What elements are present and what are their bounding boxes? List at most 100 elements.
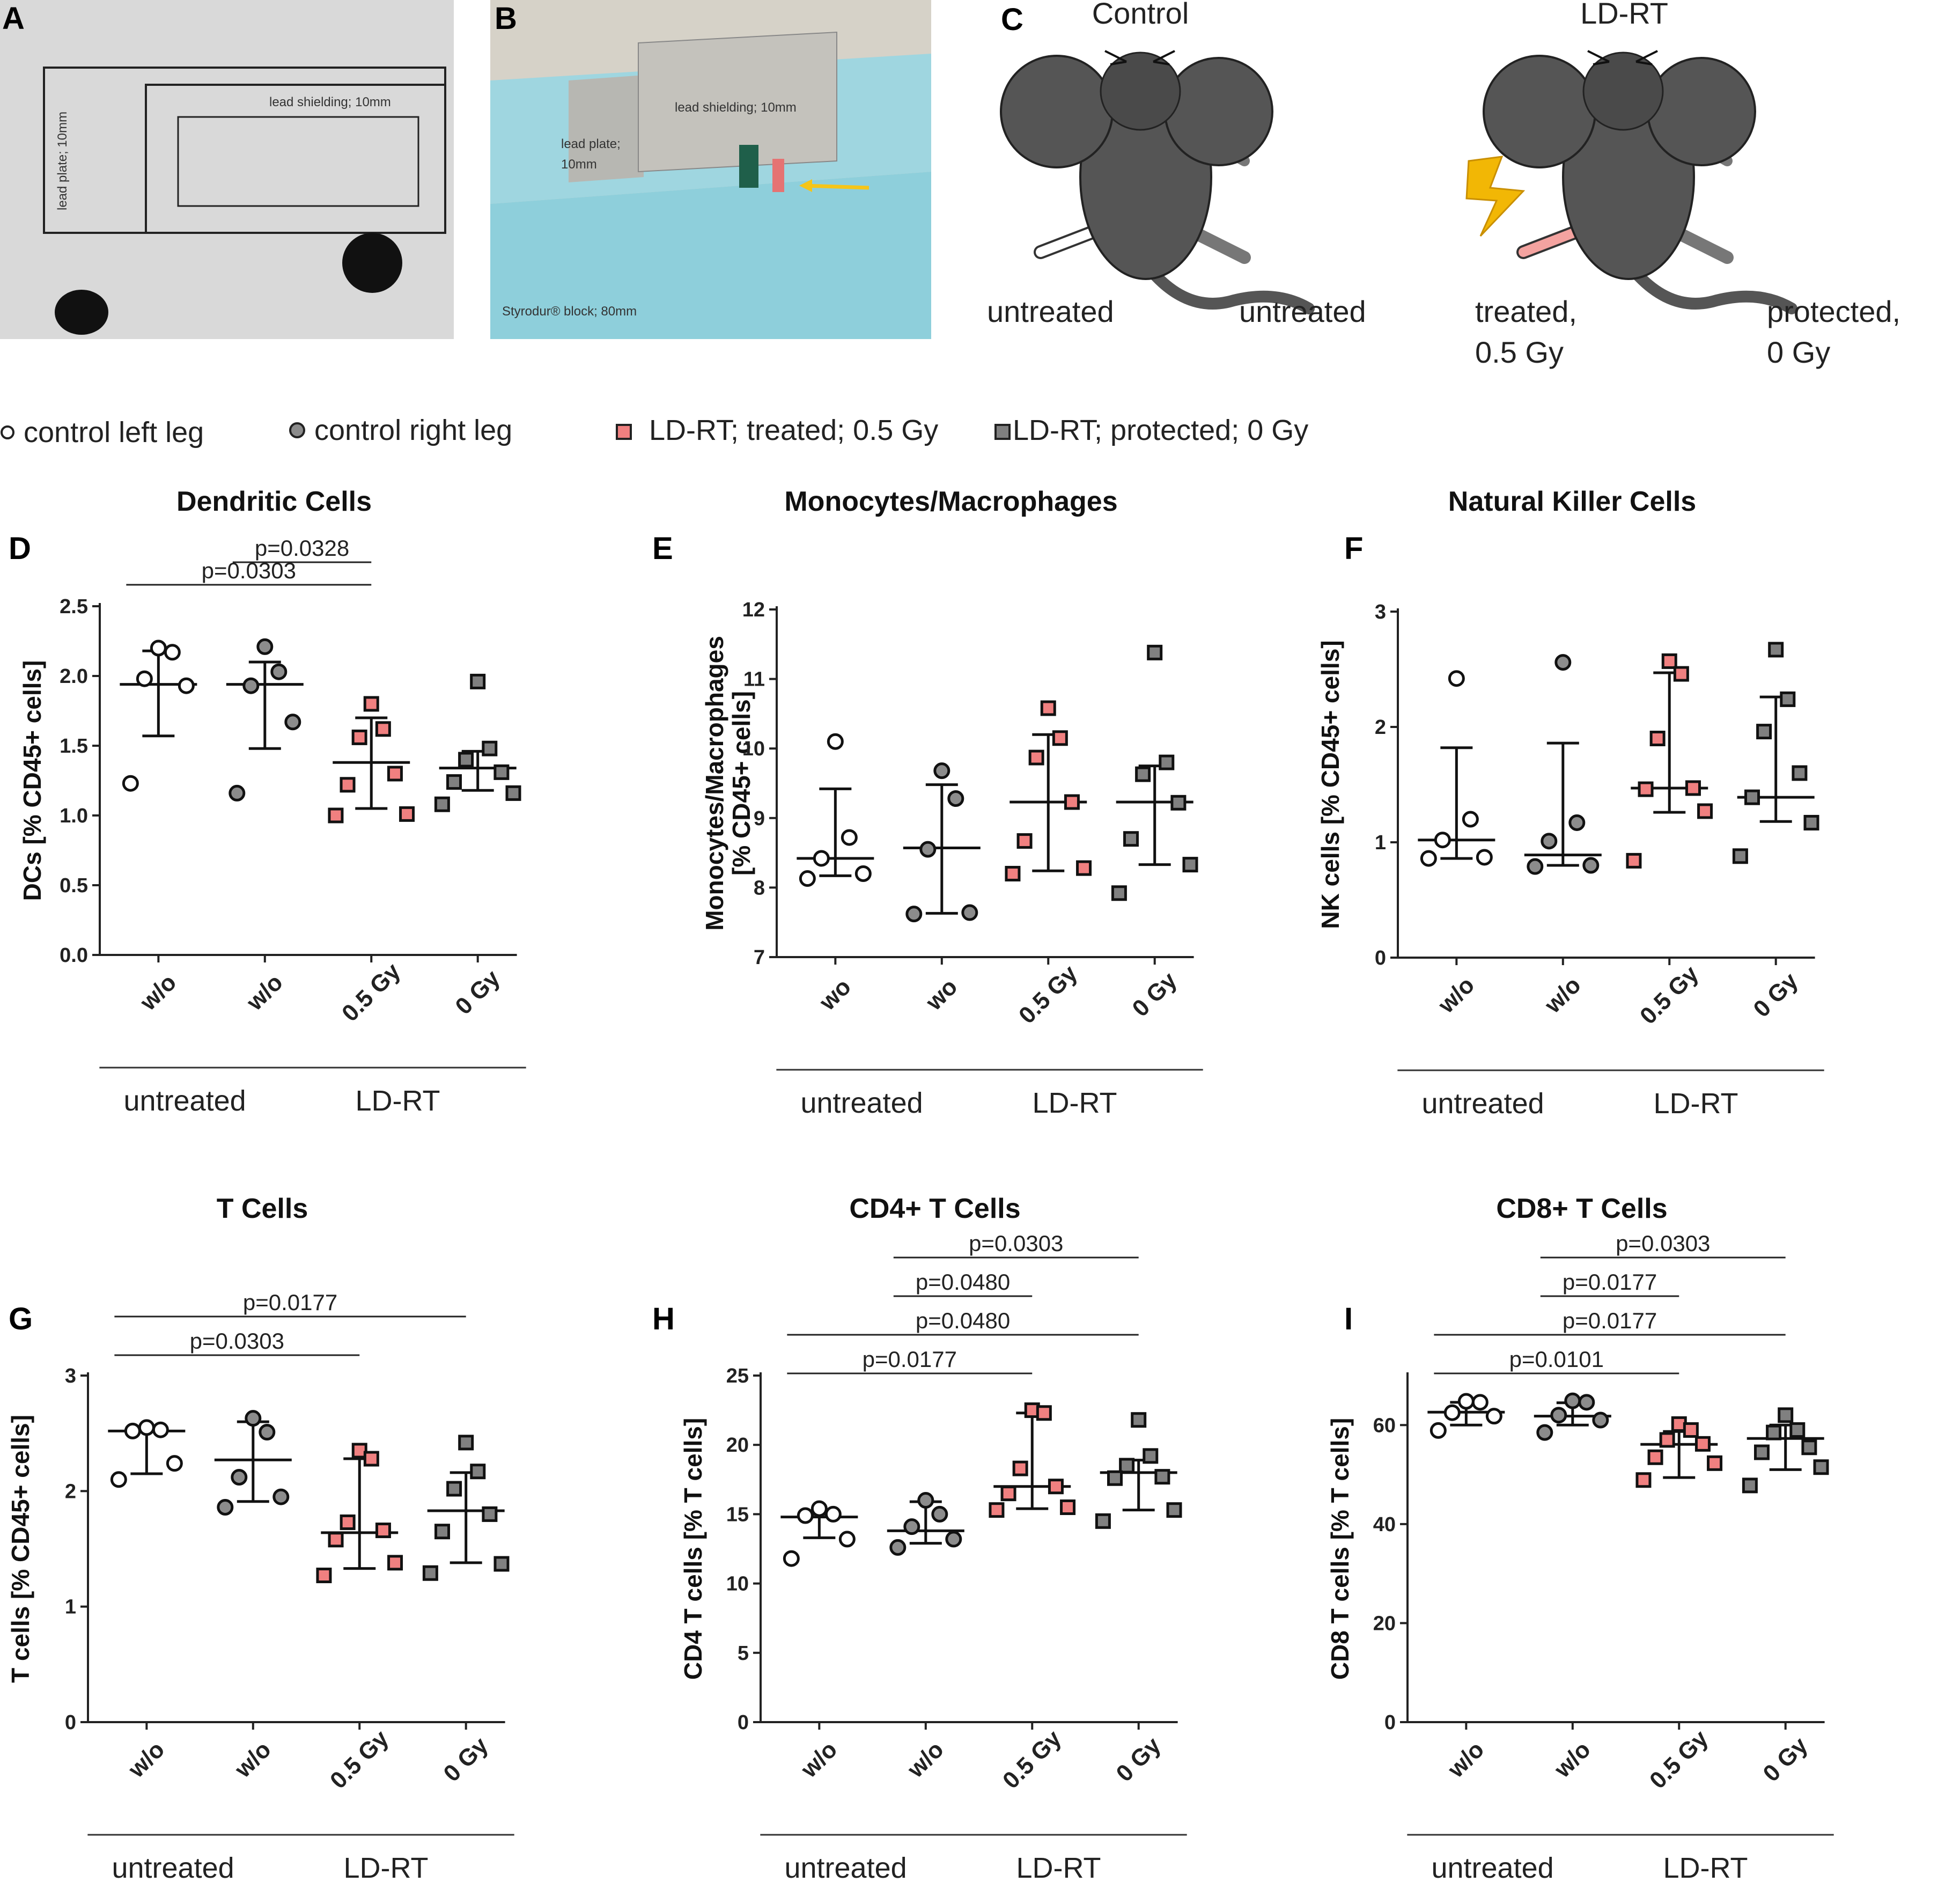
data-point: [1754, 1444, 1770, 1460]
data-point: [399, 806, 415, 822]
panel-b-block-label: Styrodur® block; 80mm: [502, 304, 637, 319]
data-point: [363, 696, 379, 712]
data-point: [1541, 833, 1558, 850]
panel-b-lead-plate-label-1: lead plate;: [561, 137, 621, 151]
data-point: [1803, 814, 1819, 830]
data-point: [813, 850, 830, 867]
data-point: [387, 766, 403, 782]
x-category-label: w/o: [1442, 1736, 1489, 1783]
group-label: LD-RT: [355, 1085, 440, 1117]
series-3: [989, 1402, 1076, 1518]
data-point: [1457, 1393, 1475, 1410]
ldrt-mouse-left-ear: [1483, 55, 1596, 168]
p-value-label: p=0.0177: [243, 1290, 337, 1315]
x-category-label: 0 Gy: [438, 1732, 493, 1787]
data-point: [1036, 1405, 1052, 1421]
panel-b-letter: B: [495, 1, 517, 36]
data-point: [1166, 1502, 1182, 1518]
data-point: [1060, 1499, 1076, 1515]
ldrt-mouse-tail: [1614, 246, 1797, 314]
data-point: [422, 1565, 438, 1581]
x-category-label: wo: [920, 974, 963, 1016]
y-tick-label: 60: [1373, 1414, 1396, 1437]
data-point: [1462, 811, 1479, 828]
y-tick-label: 1.0: [60, 805, 88, 827]
lead-plate-block: [569, 75, 644, 182]
data-point: [1744, 789, 1760, 805]
panel-b-lead-plate-label-2: 10mm: [561, 157, 597, 172]
series-3: [328, 696, 415, 824]
y-axis-label: CD4 T cells [% T cells]: [679, 1418, 707, 1680]
data-point: [1147, 644, 1163, 660]
data-point: [375, 721, 391, 737]
x-category-label: w/o: [241, 969, 288, 1016]
chart-title: CD4+ T Cells: [849, 1193, 1020, 1224]
arrow-head-icon: [799, 179, 812, 192]
chart-panel-f: F Natural Killer Cells NK cells [% CD45+ c…: [1316, 486, 1824, 1120]
data-point: [841, 829, 858, 846]
data-point: [905, 906, 923, 923]
data-point: [1536, 1424, 1553, 1441]
data-point: [810, 1500, 828, 1517]
data-point: [505, 785, 521, 801]
data-point: [229, 784, 246, 802]
data-point: [1143, 1448, 1159, 1464]
y-tick-label: 12: [742, 599, 765, 621]
data-point: [1040, 700, 1056, 716]
data-point: [945, 1531, 962, 1548]
series-3: [316, 1443, 403, 1584]
y-axis-label: CD8 T cells [% T cells]: [1326, 1418, 1354, 1680]
sample-holder-green: [739, 145, 758, 188]
p-value-label: p=0.0303: [969, 1231, 1063, 1256]
y-tick-label: 2.5: [60, 596, 88, 618]
group-label: LD-RT: [1016, 1852, 1101, 1882]
chart-title: Dendritic Cells: [176, 486, 372, 517]
x-category-label: w/o: [123, 1736, 170, 1783]
data-point: [458, 1435, 474, 1451]
lightning-icon: [1465, 156, 1526, 237]
panel-letter: D: [9, 531, 31, 566]
sample-red: [772, 159, 784, 192]
data-point: [1448, 670, 1465, 687]
data-point: [799, 870, 816, 887]
series-4: [1111, 644, 1198, 901]
x-category-label: w/o: [795, 1736, 842, 1783]
data-point: [989, 1502, 1005, 1518]
y-tick-label: 0: [1384, 1711, 1396, 1734]
data-point: [1016, 833, 1033, 849]
data-point: [1578, 1394, 1595, 1411]
ldrt-right-label-1: protected,: [1767, 295, 1900, 328]
data-point: [458, 752, 474, 768]
charts: D Dendritic Cells DCs [% CD45+ cells] 0.0 0.…: [6, 486, 1834, 1882]
data-point: [1568, 814, 1586, 831]
data-point: [340, 1514, 356, 1530]
data-point: [1159, 754, 1175, 770]
data-point: [1582, 857, 1600, 874]
control-right-label: untreated: [1239, 295, 1366, 328]
x-category-label: 0.5 Gy: [1645, 1725, 1713, 1793]
legend-label-ldrt-protected: LD-RT; protected; 0 Gy: [1013, 414, 1308, 446]
panel-a-lead-plate-label: lead plate; 10mm: [55, 112, 70, 210]
data-point: [470, 1464, 486, 1480]
data-point: [1685, 780, 1701, 796]
data-point: [1485, 1408, 1502, 1425]
series-1: [120, 639, 197, 792]
control-mouse-head: [1100, 52, 1181, 131]
data-point: [1635, 1472, 1652, 1488]
y-tick-label: 1.5: [60, 735, 88, 758]
data-point: [242, 677, 260, 694]
panel-letter: I: [1344, 1302, 1353, 1336]
series-4: [1742, 1407, 1829, 1494]
data-point: [824, 1505, 842, 1523]
data-point: [493, 1556, 510, 1572]
series-2: [214, 1410, 292, 1516]
panel-a-lead-shielding-label: lead shielding; 10mm: [269, 95, 391, 109]
series-1: [1427, 1393, 1505, 1439]
x-category-label: wo: [814, 974, 856, 1016]
styrodur-block-front: [490, 172, 931, 339]
y-tick-label: 25: [726, 1365, 749, 1387]
p-value-label: p=0.0177: [1563, 1269, 1657, 1295]
data-point: [1154, 1469, 1170, 1485]
data-point: [933, 762, 950, 780]
